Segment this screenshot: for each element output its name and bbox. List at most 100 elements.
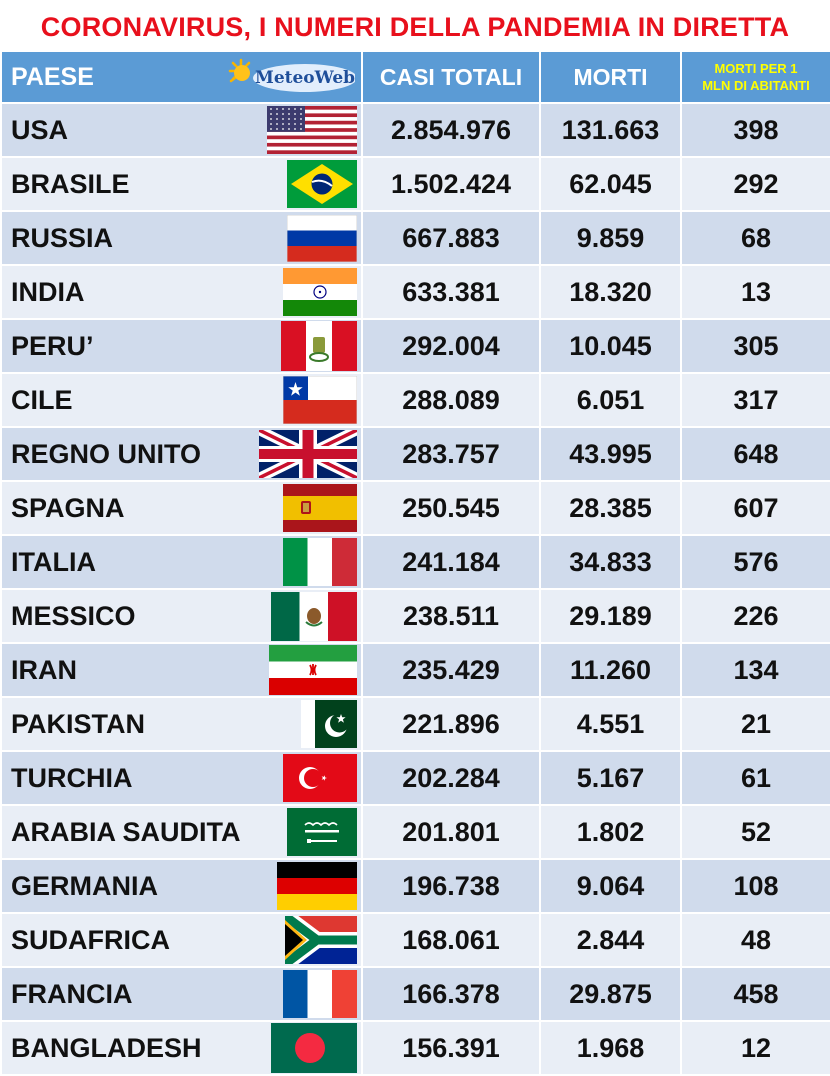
country-name: FRANCIA (11, 978, 133, 1009)
country-cell: BRASILE (0, 156, 363, 212)
sun-icon (228, 58, 357, 92)
deaths-per-million-cell: 292 (680, 156, 830, 212)
deaths-per-million-cell: 398 (680, 102, 830, 158)
country-cell: ARABIA SAUDITA (0, 804, 363, 860)
cases-cell: 202.284 (361, 750, 541, 806)
country-name: INDIA (11, 276, 85, 307)
russia-flag-icon (287, 215, 357, 262)
cases-cell: 166.378 (361, 966, 541, 1022)
deaths-per-million-cell: 317 (680, 372, 830, 428)
table-row: SUDAFRICA 168.061 2.844 48 (0, 912, 830, 968)
table-row: SPAGNA 250.545 28.385 607 (0, 480, 830, 536)
deaths-cell: 4.551 (539, 696, 682, 752)
country-cell: SUDAFRICA (0, 912, 363, 968)
country-cell: CILE (0, 372, 363, 428)
table-row: ARABIA SAUDITA 201.801 1.802 52 (0, 804, 830, 860)
country-name: REGNO UNITO (11, 438, 202, 469)
country-name: SUDAFRICA (11, 924, 170, 955)
deaths-per-million-cell: 607 (680, 480, 830, 536)
cases-cell: 283.757 (361, 426, 541, 482)
pakistan-flag-icon (301, 700, 357, 748)
country-name: BANGLADESH (11, 1032, 202, 1063)
table-row: CILE 288.089 6.051 317 (0, 372, 830, 428)
header-casi-totali: CASI TOTALI (361, 50, 541, 104)
deaths-per-million-cell: 61 (680, 750, 830, 806)
deaths-per-million-cell: 52 (680, 804, 830, 860)
cases-cell: 168.061 (361, 912, 541, 968)
table-row: ITALIA 241.184 34.833 576 (0, 534, 830, 590)
country-cell: PAKISTAN (0, 696, 363, 752)
deaths-cell: 34.833 (539, 534, 682, 590)
deaths-per-million-cell: 648 (680, 426, 830, 482)
meteoweb-logo-text: MeteoWeb (255, 68, 356, 88)
deaths-cell: 29.875 (539, 966, 682, 1022)
country-cell: MESSICO (0, 588, 363, 644)
cases-cell: 1.502.424 (361, 156, 541, 212)
deaths-cell: 6.051 (539, 372, 682, 428)
country-name: GERMANIA (11, 870, 158, 901)
spain-flag-icon (283, 484, 357, 532)
table-row: MESSICO 238.511 29.189 226 (0, 588, 830, 644)
italy-flag-icon (283, 538, 357, 586)
country-cell: RUSSIA (0, 210, 363, 266)
deaths-cell: 5.167 (539, 750, 682, 806)
cases-cell: 250.545 (361, 480, 541, 536)
turkey-flag-icon (283, 754, 357, 802)
country-cell: INDIA (0, 264, 363, 320)
cases-cell: 292.004 (361, 318, 541, 374)
header-morti-per-mln-line1: MORTI PER 1 (714, 61, 798, 76)
cases-cell: 156.391 (361, 1020, 541, 1076)
country-cell: FRANCIA (0, 966, 363, 1022)
deaths-cell: 11.260 (539, 642, 682, 698)
country-name: PAKISTAN (11, 708, 145, 739)
table-row: PERU’ 292.004 10.045 305 (0, 318, 830, 374)
usa-flag-icon (267, 106, 357, 154)
country-name: RUSSIA (11, 222, 114, 253)
country-name: ITALIA (11, 546, 96, 577)
country-name: TURCHIA (11, 762, 133, 793)
deaths-per-million-cell: 108 (680, 858, 830, 914)
country-name: USA (11, 114, 69, 145)
mexico-flag-icon (271, 592, 357, 641)
country-name: IRAN (11, 654, 77, 685)
deaths-cell: 131.663 (539, 102, 682, 158)
deaths-per-million-cell: 12 (680, 1020, 830, 1076)
france-flag-icon (283, 970, 357, 1018)
saudi-arabia-flag-icon (287, 808, 357, 856)
country-cell: USA (0, 102, 363, 158)
deaths-per-million-cell: 458 (680, 966, 830, 1022)
table-row: INDIA 633.381 18.320 13 (0, 264, 830, 320)
table-row: BANGLADESH 156.391 1.968 12 (0, 1020, 830, 1076)
deaths-per-million-cell: 13 (680, 264, 830, 320)
deaths-per-million-cell: 21 (680, 696, 830, 752)
table-row: PAKISTAN 221.896 4.551 21 (0, 696, 830, 752)
country-name: SPAGNA (11, 492, 125, 523)
header-morti-per-mln-line2: MLN DI ABITANTI (702, 78, 810, 93)
deaths-per-million-cell: 134 (680, 642, 830, 698)
table-row: FRANCIA 166.378 29.875 458 (0, 966, 830, 1022)
deaths-cell: 62.045 (539, 156, 682, 212)
uk-flag-icon (259, 430, 357, 478)
iran-flag-icon (269, 645, 357, 695)
header-paese: PAESE MeteoWeb (0, 50, 363, 104)
country-name: MESSICO (11, 600, 136, 631)
page-title: CORONAVIRUS, I NUMERI DELLA PANDEMIA IN … (40, 12, 790, 42)
germany-flag-icon (277, 862, 357, 910)
table-row: RUSSIA 667.883 9.859 68 (0, 210, 830, 266)
deaths-per-million-cell: 226 (680, 588, 830, 644)
deaths-cell: 18.320 (539, 264, 682, 320)
cases-cell: 241.184 (361, 534, 541, 590)
deaths-cell: 9.064 (539, 858, 682, 914)
country-cell: ITALIA (0, 534, 363, 590)
country-name: BRASILE (11, 168, 130, 199)
cases-cell: 667.883 (361, 210, 541, 266)
header-paese-label: PAESE (11, 62, 94, 91)
table-row: USA 2.854.976 131.663 398 (0, 102, 830, 158)
country-name: PERU’ (11, 330, 94, 361)
country-cell: TURCHIA (0, 750, 363, 806)
table-row: BRASILE 1.502.424 62.045 292 (0, 156, 830, 212)
country-cell: GERMANIA (0, 858, 363, 914)
cases-cell: 288.089 (361, 372, 541, 428)
deaths-cell: 1.968 (539, 1020, 682, 1076)
deaths-cell: 1.802 (539, 804, 682, 860)
